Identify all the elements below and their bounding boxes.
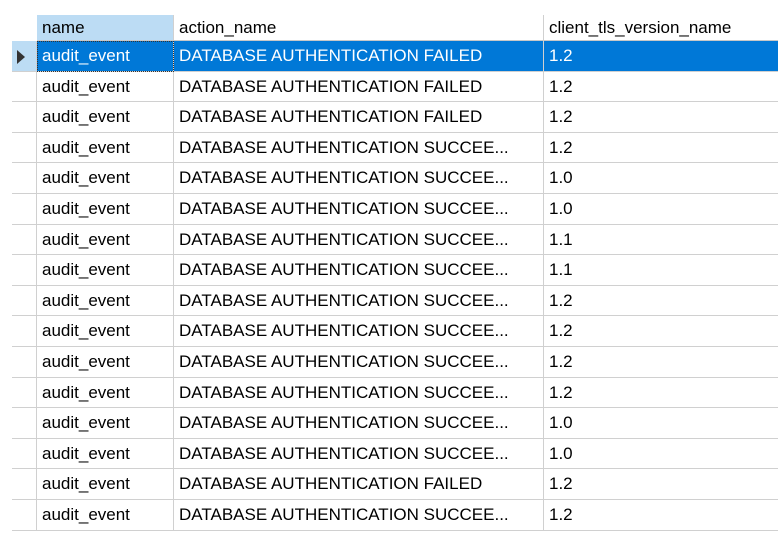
cell-action-name[interactable]: DATABASE AUTHENTICATION SUCCEE... — [174, 438, 544, 470]
cell-name[interactable]: audit_event — [37, 71, 174, 103]
cell-name[interactable]: audit_event — [37, 499, 174, 531]
cell-action-name[interactable]: DATABASE AUTHENTICATION FAILED — [174, 102, 544, 133]
cell-action-name[interactable]: DATABASE AUTHENTICATION SUCCEE... — [174, 377, 544, 409]
row-selector[interactable] — [12, 193, 37, 225]
cell-name[interactable]: audit_event — [37, 163, 174, 194]
cell-action-name[interactable]: DATABASE AUTHENTICATION SUCCEE... — [174, 132, 544, 164]
cell-client-tls-version-name[interactable]: 1.2 — [544, 469, 778, 500]
cell-action-name[interactable]: DATABASE AUTHENTICATION SUCCEE... — [174, 499, 544, 531]
cell-client-tls-version-name[interactable]: 1.1 — [544, 225, 778, 256]
cell-action-name[interactable]: DATABASE AUTHENTICATION SUCCEE... — [174, 346, 544, 378]
row-selector[interactable] — [12, 316, 37, 347]
cell-client-tls-version-name[interactable]: 1.2 — [544, 286, 778, 317]
table-row[interactable]: audit_event DATABASE AUTHENTICATION SUCCE… — [12, 438, 778, 470]
table-row[interactable]: audit_event DATABASE AUTHENTICATION SUCCE… — [12, 377, 778, 409]
cell-client-tls-version-name[interactable]: 1.2 — [544, 347, 778, 378]
column-header-name[interactable]: name — [37, 15, 174, 41]
row-selector[interactable] — [12, 163, 37, 194]
cell-action-name[interactable]: DATABASE AUTHENTICATION SUCCEE... — [174, 224, 544, 256]
column-header-client-tls-version-name[interactable]: client_tls_version_name — [544, 15, 778, 41]
table-row[interactable]: audit_event DATABASE AUTHENTICATION SUCCE… — [12, 316, 778, 347]
cell-action-name[interactable]: DATABASE AUTHENTICATION SUCCEE... — [174, 163, 544, 194]
table-row[interactable]: audit_event DATABASE AUTHENTICATION SUCCE… — [12, 193, 778, 225]
cell-action-name[interactable]: DATABASE AUTHENTICATION SUCCEE... — [174, 316, 544, 347]
cell-client-tls-version-name[interactable]: 1.2 — [544, 133, 778, 164]
table-row[interactable]: audit_event DATABASE AUTHENTICATION FAILE… — [12, 102, 778, 133]
cell-client-tls-version-name[interactable]: 1.0 — [544, 163, 778, 194]
cell-client-tls-version-name[interactable]: 1.2 — [544, 316, 778, 347]
cell-client-tls-version-name[interactable]: 1.0 — [544, 194, 778, 225]
table-row[interactable]: audit_event DATABASE AUTHENTICATION FAILE… — [12, 71, 778, 103]
cell-action-name[interactable]: DATABASE AUTHENTICATION SUCCEE... — [174, 193, 544, 225]
cell-name[interactable]: audit_event — [37, 316, 174, 347]
cell-client-tls-version-name[interactable]: 1.2 — [544, 72, 778, 103]
cell-name[interactable]: audit_event — [37, 346, 174, 378]
table-row[interactable]: audit_event DATABASE AUTHENTICATION SUCCE… — [12, 408, 778, 439]
row-selector[interactable] — [12, 438, 37, 470]
cell-name[interactable]: audit_event — [37, 285, 174, 317]
table-row[interactable]: audit_event DATABASE AUTHENTICATION SUCCE… — [12, 499, 778, 531]
cell-name[interactable]: audit_event — [37, 377, 174, 409]
cell-action-name[interactable]: DATABASE AUTHENTICATION SUCCEE... — [174, 255, 544, 286]
cell-name[interactable]: audit_event — [37, 102, 174, 133]
table-row[interactable]: audit_event DATABASE AUTHENTICATION SUCCE… — [12, 163, 778, 194]
header-row: name action_name client_tls_version_name — [12, 15, 778, 41]
row-selector[interactable] — [12, 408, 37, 439]
current-row-arrow-icon — [17, 50, 25, 64]
row-selector[interactable] — [12, 224, 37, 256]
cell-name[interactable]: audit_event — [37, 469, 174, 500]
row-selector[interactable] — [12, 41, 37, 72]
cell-client-tls-version-name[interactable]: 1.2 — [544, 102, 778, 133]
table-row[interactable]: audit_event DATABASE AUTHENTICATION FAILE… — [12, 41, 778, 72]
cell-client-tls-version-name[interactable]: 1.0 — [544, 439, 778, 470]
row-selector[interactable] — [12, 499, 37, 531]
row-selector[interactable] — [12, 469, 37, 500]
row-selector[interactable] — [12, 346, 37, 378]
cell-name[interactable]: audit_event — [37, 41, 174, 72]
results-grid: name action_name client_tls_version_name… — [12, 15, 778, 531]
row-selector[interactable] — [12, 132, 37, 164]
table-row[interactable]: audit_event DATABASE AUTHENTICATION SUCCE… — [12, 346, 778, 378]
cell-name[interactable]: audit_event — [37, 255, 174, 286]
cell-client-tls-version-name[interactable]: 1.0 — [544, 408, 778, 439]
cell-name[interactable]: audit_event — [37, 224, 174, 256]
row-selector[interactable] — [12, 102, 37, 133]
cell-client-tls-version-name[interactable]: 1.2 — [544, 41, 778, 72]
table-row[interactable]: audit_event DATABASE AUTHENTICATION SUCCE… — [12, 224, 778, 256]
table-row[interactable]: audit_event DATABASE AUTHENTICATION SUCCE… — [12, 255, 778, 286]
cell-client-tls-version-name[interactable]: 1.2 — [544, 378, 778, 409]
cell-action-name[interactable]: DATABASE AUTHENTICATION FAILED — [174, 71, 544, 103]
row-selector[interactable] — [12, 71, 37, 103]
cell-name[interactable]: audit_event — [37, 132, 174, 164]
cell-name[interactable]: audit_event — [37, 193, 174, 225]
cell-client-tls-version-name[interactable]: 1.2 — [544, 500, 778, 531]
cell-name[interactable]: audit_event — [37, 438, 174, 470]
corner-cell[interactable] — [12, 15, 37, 41]
row-selector[interactable] — [12, 255, 37, 286]
row-selector[interactable] — [12, 285, 37, 317]
column-header-action-name[interactable]: action_name — [174, 15, 544, 41]
cell-name[interactable]: audit_event — [37, 408, 174, 439]
cell-action-name[interactable]: DATABASE AUTHENTICATION FAILED — [174, 41, 544, 72]
table-row[interactable]: audit_event DATABASE AUTHENTICATION SUCCE… — [12, 132, 778, 164]
cell-action-name[interactable]: DATABASE AUTHENTICATION FAILED — [174, 469, 544, 500]
cell-action-name[interactable]: DATABASE AUTHENTICATION SUCCEE... — [174, 408, 544, 439]
cell-action-name[interactable]: DATABASE AUTHENTICATION SUCCEE... — [174, 285, 544, 317]
row-selector[interactable] — [12, 377, 37, 409]
cell-client-tls-version-name[interactable]: 1.1 — [544, 255, 778, 286]
table-row[interactable]: audit_event DATABASE AUTHENTICATION SUCCE… — [12, 285, 778, 317]
table-row[interactable]: audit_event DATABASE AUTHENTICATION FAILE… — [12, 469, 778, 500]
